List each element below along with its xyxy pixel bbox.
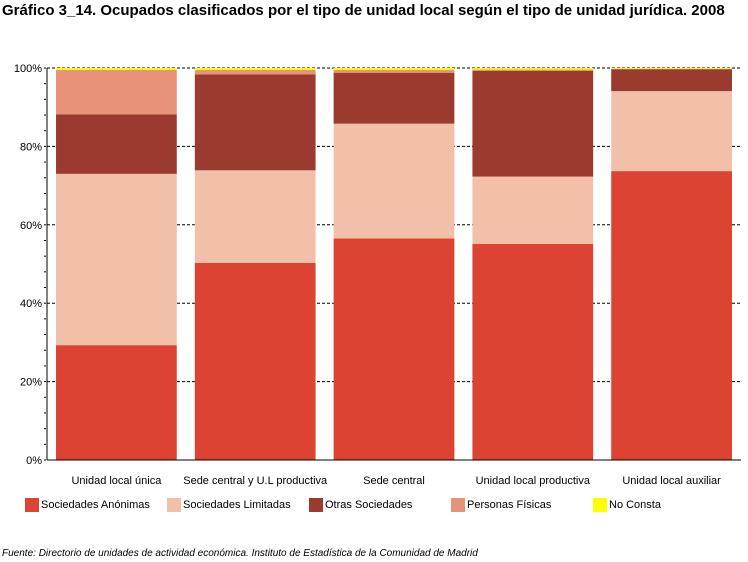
bar-segment <box>472 244 594 460</box>
bar-segment <box>56 173 177 346</box>
y-tick-label: 20% <box>20 377 42 389</box>
y-tick-label: 80% <box>20 141 42 153</box>
legend-swatch <box>451 498 465 512</box>
bar-segment <box>194 74 316 171</box>
bar-segment <box>472 70 594 177</box>
bar-segment <box>56 345 177 460</box>
legend-swatch <box>25 498 39 512</box>
bar-segment <box>611 171 732 460</box>
bar-segment <box>333 69 455 73</box>
bar-segment <box>472 68 594 70</box>
bar-segment <box>333 72 455 124</box>
legend-swatch <box>167 498 181 512</box>
bar-segment <box>611 91 732 172</box>
x-tick-label: Sede central y U.L productiva <box>183 475 328 487</box>
x-tick-label: Unidad local única <box>71 475 162 487</box>
legend-swatch <box>309 498 323 512</box>
bar-segment <box>56 114 177 174</box>
legend-item: Otras Sociedades <box>309 498 412 512</box>
bar-segment <box>194 69 316 75</box>
y-tick-label: 60% <box>20 220 42 232</box>
bar-segment <box>56 69 177 115</box>
bar-segment <box>472 176 594 245</box>
legend-label: No Consta <box>609 499 661 511</box>
legend-label: Personas Físicas <box>467 499 552 511</box>
x-tick-label: Sede central <box>363 475 425 487</box>
bar-segment <box>472 69 594 71</box>
source-footer: Fuente: Directorio de unidades de activi… <box>2 548 478 559</box>
bar-segment <box>611 68 732 69</box>
bar-segment <box>194 170 316 263</box>
x-tick-label: Unidad local productiva <box>476 475 591 487</box>
x-tick-label: Unidad local auxiliar <box>622 475 721 487</box>
bar-segment <box>194 68 316 70</box>
legend-item: Sociedades Anónimas <box>25 498 150 512</box>
legend-label: Sociedades Limitadas <box>183 499 291 511</box>
chart-title: Gráfico 3_14. Ocupados clasificados por … <box>2 2 725 19</box>
bar-segment <box>611 69 732 92</box>
legend-item: No Consta <box>593 498 661 512</box>
y-tick-label: 0% <box>26 455 42 467</box>
y-tick-label: 100% <box>14 63 42 75</box>
legend-swatch <box>593 498 607 512</box>
stacked-bar-chart: 0% 20% 40% 60% 80% 100% Unidad local única Sede… <box>14 63 741 487</box>
legend-label: Sociedades Anónimas <box>41 499 150 511</box>
bar-segment <box>333 238 455 460</box>
chart-legend: Sociedades Anónimas Sociedades Limitadas O… <box>0 498 748 522</box>
legend-label: Otras Sociedades <box>325 499 413 511</box>
bar-segment <box>56 68 177 70</box>
bar-segment <box>333 68 455 70</box>
y-tick-label: 40% <box>20 298 42 310</box>
bar-segment <box>333 123 455 239</box>
legend-item: Personas Físicas <box>451 498 551 512</box>
legend-item: Sociedades Limitadas <box>167 498 291 512</box>
bar-segment <box>194 262 316 460</box>
